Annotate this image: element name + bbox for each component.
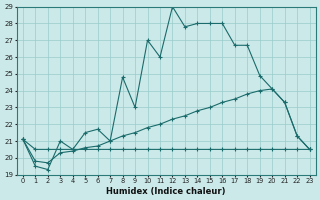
X-axis label: Humidex (Indice chaleur): Humidex (Indice chaleur) [107, 187, 226, 196]
